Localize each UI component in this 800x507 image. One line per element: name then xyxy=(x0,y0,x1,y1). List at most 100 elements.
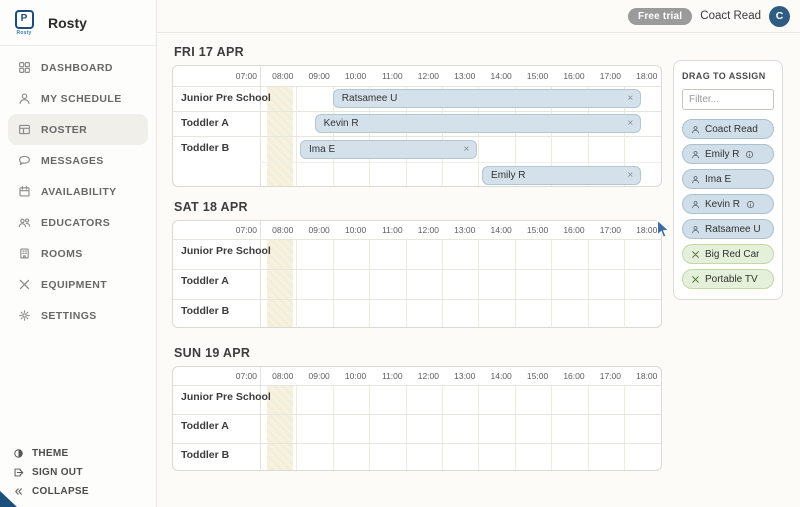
assign-pill-ima-e[interactable]: Ima E xyxy=(682,169,774,189)
row-divider xyxy=(173,136,661,137)
time-label: 11:00 xyxy=(381,71,403,81)
day-section-fri-17-apr: FRI 17 APR 07:00 08:00 09:00 10:00 11:00 12:00… xyxy=(172,45,662,187)
hour-gridline xyxy=(405,239,407,327)
sidebar-item-label: ROOMS xyxy=(41,247,83,260)
room-timeline-toddler-b[interactable] xyxy=(260,443,661,470)
hour-gridline xyxy=(296,239,298,327)
row-divider xyxy=(173,111,661,112)
footer-item-label: SIGN OUT xyxy=(32,467,83,478)
rosty-logo-caption: Rosty xyxy=(16,29,32,36)
time-label: 08:00 xyxy=(272,225,294,235)
time-label: 12:00 xyxy=(417,371,439,381)
time-label: 08:00 xyxy=(272,371,294,381)
assign-pill-emily-r[interactable]: Emily R xyxy=(682,144,774,164)
sidebar-item-settings[interactable]: SETTINGS xyxy=(8,300,148,331)
hour-gridline xyxy=(624,239,625,327)
time-label: 09:00 xyxy=(308,225,330,235)
time-label: 16:00 xyxy=(563,71,585,81)
room-timeline-junior-pre-school[interactable] xyxy=(260,385,661,414)
event-title: Ratsamee U xyxy=(341,93,398,104)
room-label-toddler-a: Toddler A xyxy=(181,420,229,432)
assign-pill-label: Kevin R xyxy=(705,198,741,210)
event-close-icon[interactable]: × xyxy=(627,117,634,129)
assign-pill-label: Portable TV xyxy=(705,273,758,285)
free-trial-badge: Free trial xyxy=(628,7,693,25)
sidebar-item-messages[interactable]: MESSAGES xyxy=(8,145,148,176)
room-timeline-toddler-a[interactable] xyxy=(260,269,661,299)
assign-pill-big-red-car[interactable]: Big Red Car xyxy=(682,244,774,264)
day-section-sat-18-apr: SAT 18 APR 07:00 08:00 09:00 10:00 11:00 12:00… xyxy=(172,200,662,328)
room-timeline-toddler-b[interactable] xyxy=(260,299,661,327)
hour-gridline xyxy=(478,239,480,327)
person-icon xyxy=(691,175,700,184)
sidebar-item-rooms[interactable]: ROOMS xyxy=(8,238,148,269)
corner-wedge-decoration xyxy=(0,491,17,507)
user-avatar[interactable]: C xyxy=(769,5,790,27)
hour-gridline xyxy=(332,239,334,327)
room-label-junior-pre-school: Junior Pre School xyxy=(181,245,271,257)
sidebar-item-dashboard[interactable]: DASHBOARD xyxy=(8,52,148,83)
row-divider xyxy=(173,385,661,386)
hour-gridline xyxy=(551,239,553,327)
table-icon xyxy=(18,123,31,136)
info-icon xyxy=(745,150,754,159)
room-label-toddler-b: Toddler B xyxy=(181,449,230,461)
lane-divider xyxy=(260,162,661,163)
time-label: 11:00 xyxy=(381,225,403,235)
sidebar-item-my-schedule[interactable]: MY SCHEDULE xyxy=(8,83,148,114)
time-label: 17:00 xyxy=(599,371,621,381)
tools-icon xyxy=(691,250,700,259)
assign-pill-label: Coact Read xyxy=(705,123,758,135)
user-name: Coact Read xyxy=(700,10,761,22)
sidebar-item-label: MESSAGES xyxy=(41,154,104,167)
hour-gridline xyxy=(442,385,443,470)
person-icon xyxy=(691,225,700,234)
footer-item-sign-out[interactable]: SIGN OUT xyxy=(0,463,156,482)
footer-item-label: COLLAPSE xyxy=(32,486,89,497)
day-heading: SAT 18 APR xyxy=(174,200,248,214)
time-label: 08:00 xyxy=(272,71,294,81)
row-divider xyxy=(173,86,661,87)
room-label-toddler-b: Toddler B xyxy=(181,142,230,154)
event-pill-kevin-r[interactable]: Kevin R × xyxy=(314,114,642,133)
hour-gridline xyxy=(514,385,516,470)
assign-pill-kevin-r[interactable]: Kevin R xyxy=(682,194,774,214)
room-timeline-junior-pre-school[interactable] xyxy=(260,239,661,269)
event-close-icon[interactable]: × xyxy=(627,169,634,181)
contrast-icon xyxy=(13,448,24,459)
time-label: 09:00 xyxy=(308,71,330,81)
time-label: 15:00 xyxy=(526,225,549,235)
room-column-divider xyxy=(260,221,261,327)
assign-pill-label: Big Red Car xyxy=(705,248,760,260)
row-divider xyxy=(173,443,661,444)
event-close-icon[interactable]: × xyxy=(627,92,634,104)
room-label-junior-pre-school: Junior Pre School xyxy=(181,92,271,104)
event-close-icon[interactable]: × xyxy=(463,143,470,155)
sidebar-item-educators[interactable]: EDUCATORS xyxy=(8,207,148,238)
sidebar-nav: DASHBOARD MY SCHEDULE ROSTER MESSAGES AVAILA… xyxy=(0,46,156,331)
hour-gridline xyxy=(369,239,371,327)
event-pill-ima-e[interactable]: Ima E × xyxy=(300,140,478,159)
footer-item-theme[interactable]: THEME xyxy=(0,444,156,463)
footer-item-collapse[interactable]: COLLAPSE xyxy=(0,482,156,501)
sidebar-item-availability[interactable]: AVAILABILITY xyxy=(8,176,148,207)
assign-pill-ratsamee-u[interactable]: Ratsamee U xyxy=(682,219,774,239)
sidebar-item-equipment[interactable]: EQUIPMENT xyxy=(8,269,148,300)
assign-pill-label: Ratsamee U xyxy=(705,223,761,235)
rosty-logo-icon: P Rosty xyxy=(13,9,35,36)
time-label: 15:00 xyxy=(526,71,549,81)
time-label: 18:00 xyxy=(636,225,658,235)
room-label-junior-pre-school: Junior Pre School xyxy=(181,391,271,403)
assign-pill-portable-tv[interactable]: Portable TV xyxy=(682,269,774,289)
filter-input[interactable] xyxy=(682,89,774,110)
room-timeline-toddler-a[interactable] xyxy=(260,414,661,443)
exit-icon xyxy=(13,467,24,478)
closed-hours-band xyxy=(267,385,293,470)
event-pill-emily-r[interactable]: Emily R × xyxy=(482,166,642,185)
event-pill-ratsamee-u[interactable]: Ratsamee U × xyxy=(332,89,642,108)
sidebar-item-roster[interactable]: ROSTER xyxy=(8,114,148,145)
sidebar: P Rosty Rosty DASHBOARD MY SCHEDULE ROSTER… xyxy=(0,0,157,507)
room-label-toddler-a: Toddler A xyxy=(181,117,229,129)
sidebar-item-label: SETTINGS xyxy=(41,309,97,322)
assign-pill-coact-read[interactable]: Coact Read xyxy=(682,119,774,139)
